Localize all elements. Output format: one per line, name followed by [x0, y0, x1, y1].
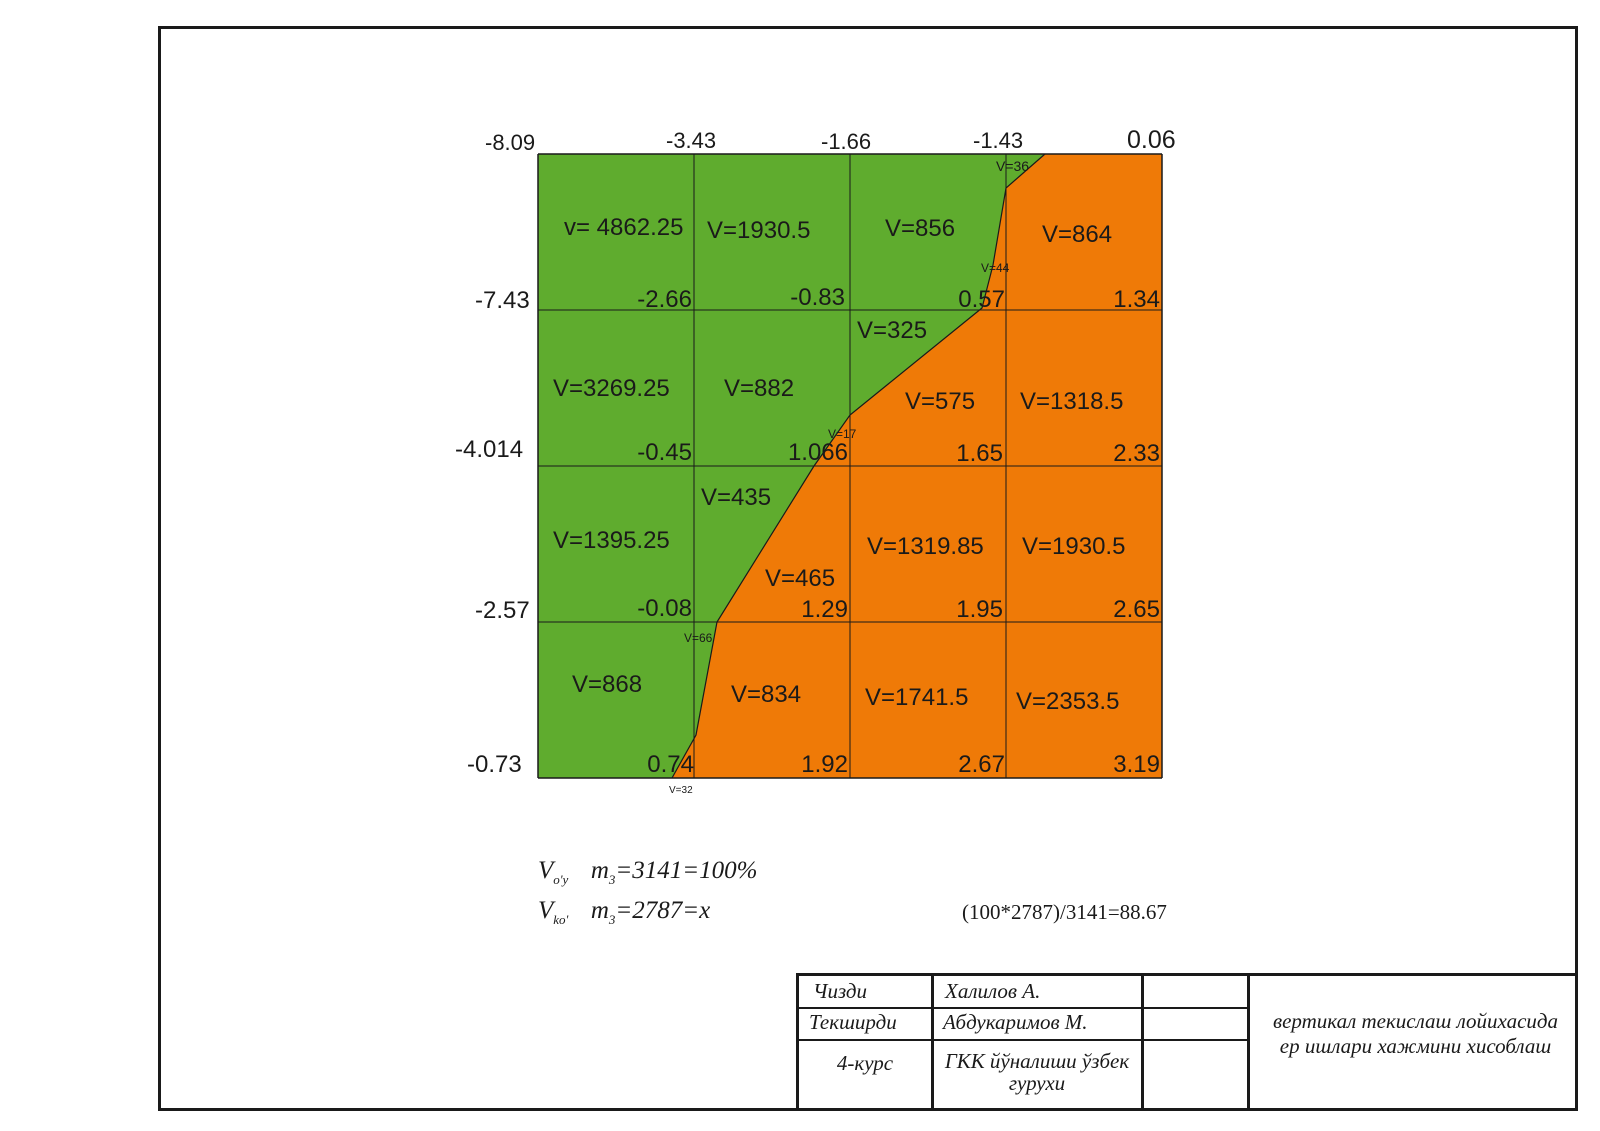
volume-label: V=1395.25 [553, 527, 670, 554]
corner-mark: -2.66 [637, 286, 692, 313]
corner-mark: 2.65 [1113, 596, 1160, 623]
formula-m: m [590, 897, 609, 924]
corner-mark: 1.95 [956, 596, 1003, 623]
formula-v: V [538, 857, 554, 884]
volume-label: V=1741.5 [865, 684, 968, 711]
small-volume-label: V=36 [996, 158, 1029, 174]
volume-label: V=1318.5 [1020, 388, 1123, 415]
volume-label: V=1319.85 [867, 533, 984, 560]
corner-mark: 1.066 [788, 439, 848, 466]
corner-mark: 0.57 [958, 286, 1005, 313]
top-mark: -3.43 [666, 128, 716, 153]
course-label: 4-курс [836, 1051, 894, 1075]
corner-mark: 2.33 [1113, 440, 1160, 467]
volume-label: V=834 [731, 681, 801, 708]
corner-mark: 2.67 [958, 751, 1005, 778]
title-block: Чизди Халилов А. Текширди Абдукаримов М.… [796, 973, 1578, 1111]
volume-label: V=856 [885, 215, 955, 242]
left-mark: -0.73 [467, 751, 522, 778]
volume-label: V=1930.5 [707, 217, 810, 244]
volume-label: V=465 [765, 565, 835, 592]
volume-label: V=3269.25 [553, 375, 670, 402]
volume-label: V=325 [857, 317, 927, 344]
title-block-row-line [799, 1007, 1247, 1009]
formula-v: V [538, 897, 554, 924]
drawing-frame [158, 26, 1578, 1111]
corner-mark: 0.74 [647, 751, 694, 778]
title-block-divider [1247, 976, 1250, 1111]
small-volume-label: V=44 [981, 261, 1010, 275]
group-name-line1: ГКК йўналиши ўзбек [944, 1049, 1130, 1073]
drawn-by-label: Чизди [813, 979, 868, 1003]
small-volume-label: V=32 [669, 785, 693, 796]
volume-label: V=435 [701, 484, 771, 511]
formula-m: m [590, 857, 609, 884]
left-mark: -7.43 [475, 287, 530, 314]
formula-cut-total: Vo'y m3=3141=100% [538, 857, 757, 888]
percentage-calculation: (100*2787)/3141=88.67 [962, 900, 1167, 924]
volume-label: V=2353.5 [1016, 688, 1119, 715]
corner-mark: -0.83 [790, 284, 845, 311]
left-mark: -2.57 [475, 597, 530, 624]
formula-m-sub: 3 [608, 872, 616, 887]
small-volume-label: V=17 [828, 427, 857, 441]
top-mark: -8.09 [485, 130, 535, 155]
formula-v-sub: ko' [553, 912, 569, 927]
corner-mark: 3.19 [1113, 751, 1160, 778]
grid-lines [537, 153, 1163, 779]
volume-label: V=882 [724, 375, 794, 402]
title-block-divider [1141, 976, 1144, 1111]
volume-label: V=1930.5 [1022, 533, 1125, 560]
checked-by-label: Текширди [809, 1010, 897, 1034]
top-mark: 0.06 [1127, 126, 1176, 154]
corner-mark: 1.92 [801, 751, 848, 778]
corner-mark: 1.29 [801, 596, 848, 623]
top-mark: -1.66 [821, 129, 871, 154]
formula-value: =2787=x [615, 897, 711, 924]
volume-label: V=575 [905, 388, 975, 415]
left-mark: -4.014 [455, 436, 523, 463]
formula-m-sub: 3 [608, 912, 616, 927]
group-name-line2: гурухи [1008, 1071, 1066, 1095]
formula-fill-total: Vko' m3=2787=x [538, 897, 710, 928]
corner-mark: -0.45 [637, 439, 692, 466]
formula-v-sub: o'y [553, 872, 569, 887]
title-block-divider [931, 976, 934, 1111]
formula-value: =3141=100% [615, 857, 758, 884]
volume-label: v= 4862.25 [564, 214, 683, 241]
drawing-title-line2: ер ишлари хажмини хисоблаш [1279, 1034, 1552, 1058]
drawn-by-name: Халилов А. [945, 979, 1041, 1003]
corner-mark: 1.34 [1113, 286, 1160, 313]
volume-label: V=864 [1042, 221, 1112, 248]
volume-label: V=868 [572, 671, 642, 698]
corner-mark: 1.65 [956, 440, 1003, 467]
small-volume-label: V=66 [684, 631, 713, 645]
title-block-row-line [799, 1039, 1247, 1041]
top-mark: -1.43 [973, 128, 1023, 153]
corner-mark: -0.08 [637, 595, 692, 622]
drawing-title-line1: вертикал текислаш лойихасида [1272, 1009, 1559, 1033]
checked-by-name: Абдукаримов М. [943, 1010, 1088, 1034]
